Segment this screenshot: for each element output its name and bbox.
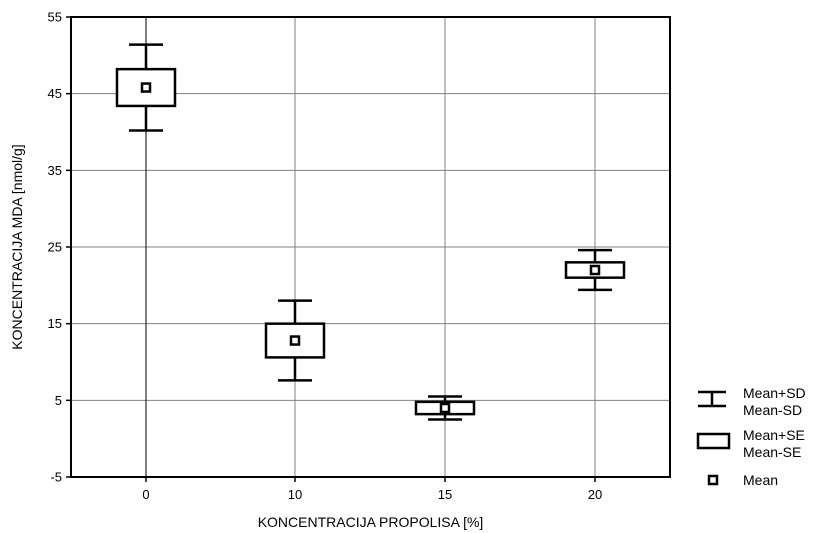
y-tick-label: 15: [48, 316, 62, 331]
legend-sd-label: Mean+SD: [743, 385, 806, 401]
legend-sd-label: Mean-SD: [743, 402, 802, 418]
mean-marker: [439, 402, 451, 414]
box-group-0: [115, 43, 177, 132]
legend-mean-label: Mean: [743, 472, 778, 488]
x-axis-ticks: 0 10 15 20: [142, 477, 602, 502]
legend-mean-item: Mean: [707, 472, 778, 488]
y-tick-label: 5: [55, 393, 62, 408]
y-tick-label: 35: [48, 163, 62, 178]
legend-se-label: Mean+SE: [743, 427, 805, 443]
data-series: [115, 43, 626, 421]
x-axis-title: KONCENTRACIJA PROPOLISA [%]: [258, 514, 484, 530]
mean-marker: [589, 264, 601, 276]
y-tick-label: 55: [48, 10, 62, 25]
y-tick-label: 25: [48, 240, 62, 255]
y-axis-title: KONCENTRACIJA MDA [nmol/g]: [9, 144, 25, 349]
box-group-20: [564, 248, 626, 292]
y-axis-ticks: 55 45 35 25 15 5 -5: [48, 10, 71, 485]
y-tick-label: -5: [50, 470, 62, 485]
box-group-10: [264, 299, 326, 382]
mean-marker: [289, 335, 301, 346]
x-tick-label: 15: [438, 487, 452, 502]
legend-se-symbol: [696, 432, 731, 450]
box-group-15: [414, 395, 476, 421]
legend-mean-symbol: [707, 474, 719, 486]
x-tick-label: 10: [288, 487, 302, 502]
mean-marker: [140, 82, 152, 93]
x-tick-label: 20: [588, 487, 602, 502]
x-tick-label: 0: [142, 487, 149, 502]
legend-se-label: Mean-SE: [743, 444, 801, 460]
y-tick-label: 45: [48, 86, 62, 101]
